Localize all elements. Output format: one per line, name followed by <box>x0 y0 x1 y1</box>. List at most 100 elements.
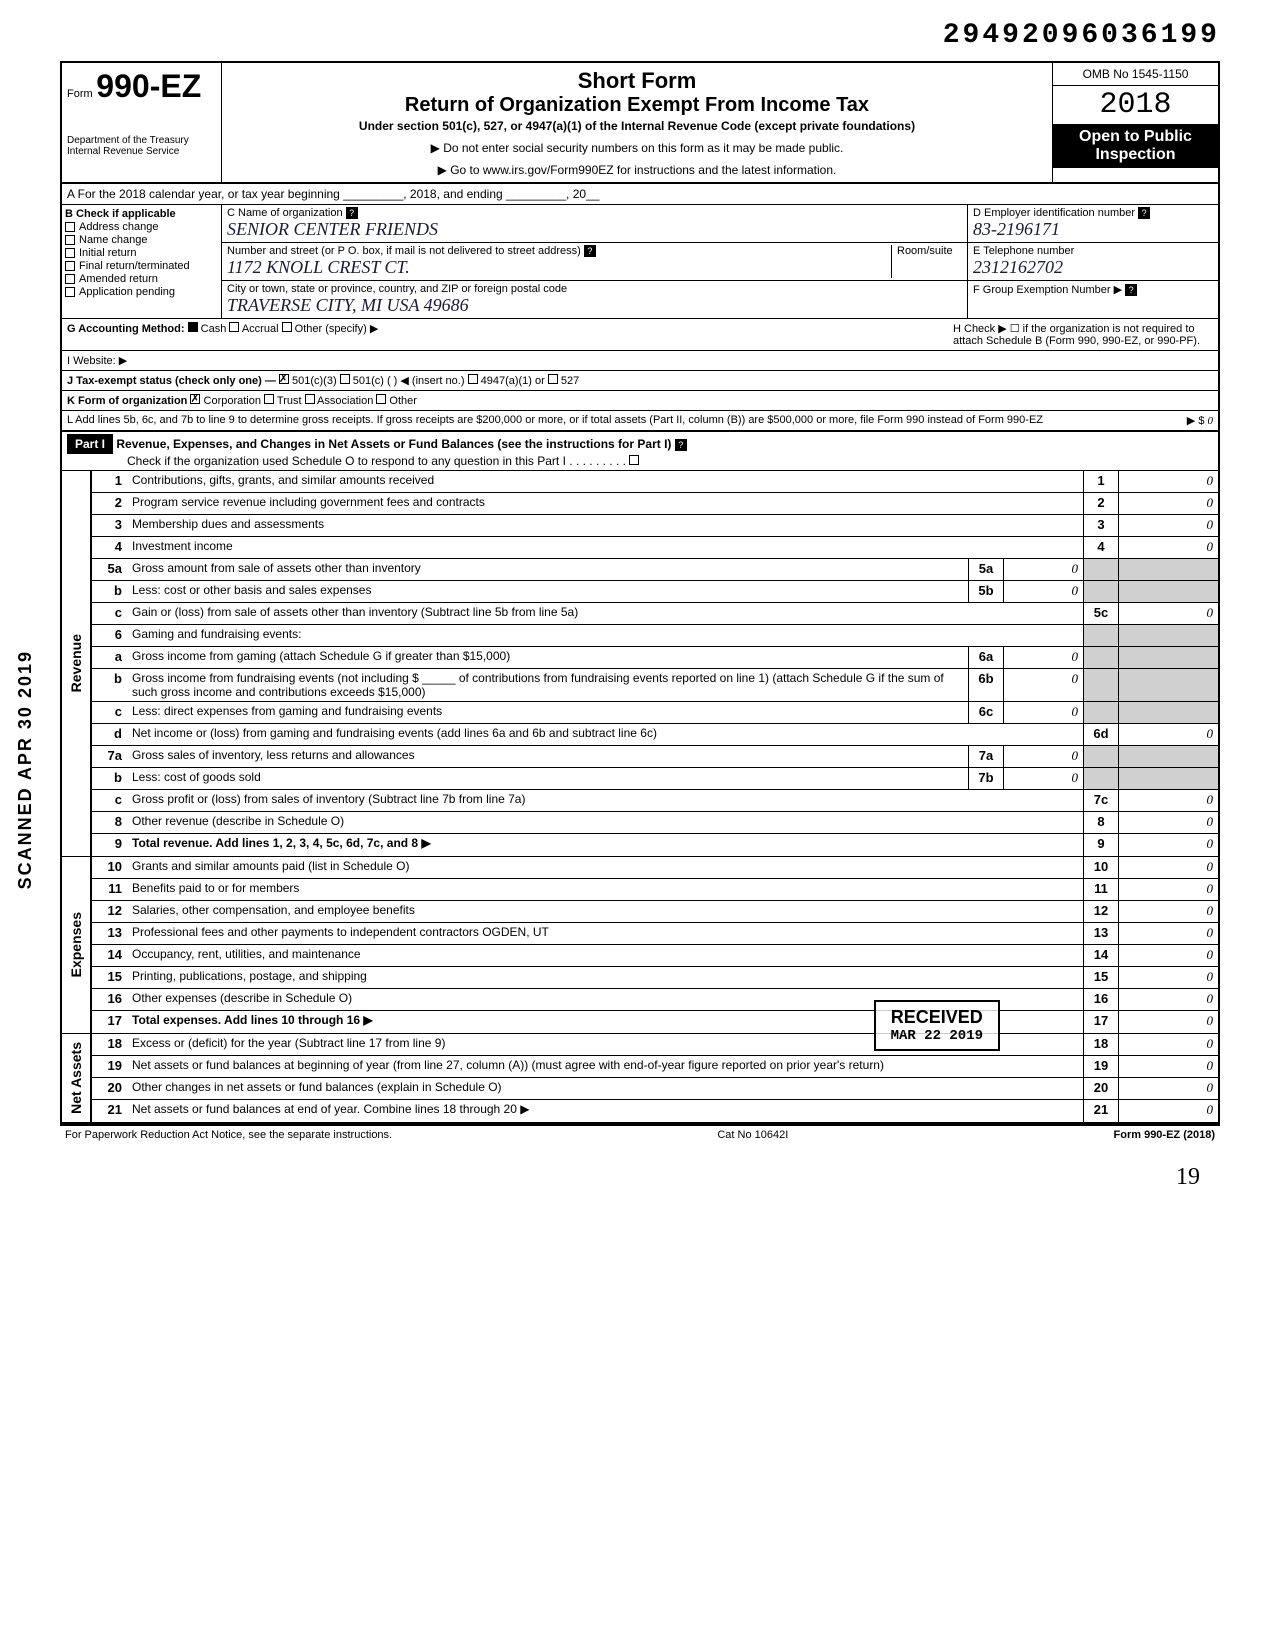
line-value: 0 <box>1118 945 1218 966</box>
checkbox[interactable] <box>65 274 75 284</box>
line-row: cLess: direct expenses from gaming and f… <box>92 702 1218 724</box>
checkbox[interactable] <box>305 394 315 404</box>
line-number: 11 <box>92 879 127 900</box>
line-box: 6d <box>1083 724 1118 745</box>
line-box: 12 <box>1083 901 1118 922</box>
revenue-label: Revenue <box>66 629 86 697</box>
row-j-tax-status: J Tax-exempt status (check only one) — ✗… <box>62 371 1218 391</box>
line-value-shaded <box>1118 768 1218 789</box>
part1-checkbox[interactable] <box>629 455 639 465</box>
line-description: Other changes in net assets or fund bala… <box>127 1078 1083 1099</box>
checkbox[interactable] <box>340 374 350 384</box>
header-left: Form 990-EZ Department of the Treasury I… <box>62 63 222 182</box>
netassets-side-label: Net Assets <box>62 1034 92 1122</box>
line-subvalue: 0 <box>1003 746 1083 767</box>
checkbox-label: Initial return <box>79 247 136 259</box>
checkbox-item[interactable]: Name change <box>65 234 218 246</box>
header-right: OMB No 1545-1150 2018 Open to Public Ins… <box>1053 63 1218 182</box>
checkbox-item[interactable]: Initial return <box>65 247 218 259</box>
line-number: 12 <box>92 901 127 922</box>
line-description: Less: direct expenses from gaming and fu… <box>127 702 968 723</box>
line-value: 0 <box>1118 834 1218 856</box>
line-row: 8Other revenue (describe in Schedule O)8… <box>92 812 1218 834</box>
line-number: 5a <box>92 559 127 580</box>
line-subvalue: 0 <box>1003 647 1083 668</box>
line-number: a <box>92 647 127 668</box>
line-number: b <box>92 581 127 602</box>
line-number: 2 <box>92 493 127 514</box>
checkbox[interactable] <box>264 394 274 404</box>
footer-left: For Paperwork Reduction Act Notice, see … <box>65 1129 392 1141</box>
checkbox[interactable] <box>468 374 478 384</box>
form-990ez: Form 990-EZ Department of the Treasury I… <box>60 61 1220 1126</box>
checkbox[interactable] <box>65 261 75 271</box>
line-box-shaded <box>1083 647 1118 668</box>
dept-label: Department of the Treasury Internal Reve… <box>67 135 216 157</box>
line-description: Benefits paid to or for members <box>127 879 1083 900</box>
line-description: Program service revenue including govern… <box>127 493 1083 514</box>
checkbox[interactable] <box>229 322 239 332</box>
short-form-label: Short Form <box>232 68 1042 94</box>
omb-number: OMB No 1545-1150 <box>1053 63 1218 86</box>
line-value-shaded <box>1118 669 1218 701</box>
help-icon: ? <box>1138 207 1150 219</box>
expenses-body: 10Grants and similar amounts paid (list … <box>92 857 1218 1033</box>
line-subbox: 6c <box>968 702 1003 723</box>
line-row: 13Professional fees and other payments t… <box>92 923 1218 945</box>
line-value: 0 <box>1118 901 1218 922</box>
line-box: 17 <box>1083 1011 1118 1033</box>
revenue-body: 1Contributions, gifts, grants, and simil… <box>92 471 1218 856</box>
received-label: RECEIVED <box>891 1007 983 1028</box>
checkbox[interactable] <box>65 287 75 297</box>
checkbox[interactable] <box>376 394 386 404</box>
checkbox[interactable] <box>282 322 292 332</box>
line-box-shaded <box>1083 669 1118 701</box>
line-number: 14 <box>92 945 127 966</box>
line-box-shaded <box>1083 625 1118 646</box>
checkbox-item[interactable]: Final return/terminated <box>65 260 218 272</box>
line-row: bGross income from fundraising events (n… <box>92 669 1218 702</box>
line-row: 19Net assets or fund balances at beginni… <box>92 1056 1218 1078</box>
checkbox[interactable] <box>65 248 75 258</box>
checkbox-label: Name change <box>79 234 148 246</box>
checkbox[interactable]: ✗ <box>190 394 200 404</box>
checkbox-label: Final return/terminated <box>79 260 190 272</box>
line-number: 15 <box>92 967 127 988</box>
line-box: 10 <box>1083 857 1118 878</box>
line-row: 16Other expenses (describe in Schedule O… <box>92 989 1218 1011</box>
name-label: C Name of organization <box>227 207 343 219</box>
row-g-h: G Accounting Method: ✗ Cash Accrual Othe… <box>62 319 1218 351</box>
checkbox-item[interactable]: Address change <box>65 221 218 233</box>
line-value: 0 <box>1118 1078 1218 1099</box>
line-value: 0 <box>1118 1056 1218 1077</box>
header-center: Short Form Return of Organization Exempt… <box>222 63 1053 182</box>
checkbox[interactable]: ✗ <box>279 374 289 384</box>
part1-label: Part I <box>67 434 113 454</box>
col-c-name-address: C Name of organization ? SENIOR CENTER F… <box>222 205 968 318</box>
checkbox-item[interactable]: Application pending <box>65 286 218 298</box>
line-description: Professional fees and other payments to … <box>127 923 1083 944</box>
checkbox-item[interactable]: Amended return <box>65 273 218 285</box>
line-value-shaded <box>1118 581 1218 602</box>
line-row: 3Membership dues and assessments30 <box>92 515 1218 537</box>
line-subbox: 5a <box>968 559 1003 580</box>
line-number: c <box>92 603 127 624</box>
line-subbox: 5b <box>968 581 1003 602</box>
help-icon: ? <box>675 439 687 451</box>
line-subvalue: 0 <box>1003 702 1083 723</box>
line-number: b <box>92 669 127 701</box>
line-subbox: 6b <box>968 669 1003 701</box>
checkbox[interactable] <box>65 235 75 245</box>
line-box: 3 <box>1083 515 1118 536</box>
part1-header: Part I Revenue, Expenses, and Changes in… <box>62 432 1218 471</box>
line-box: 18 <box>1083 1034 1118 1055</box>
checkbox[interactable] <box>548 374 558 384</box>
line-description: Gross profit or (loss) from sales of inv… <box>127 790 1083 811</box>
checkbox[interactable]: ✗ <box>188 322 198 332</box>
line-value: 0 <box>1118 923 1218 944</box>
line-number: 1 <box>92 471 127 492</box>
line-box: 21 <box>1083 1100 1118 1122</box>
help-icon: ? <box>584 245 596 257</box>
checkbox[interactable] <box>65 222 75 232</box>
line-box: 11 <box>1083 879 1118 900</box>
